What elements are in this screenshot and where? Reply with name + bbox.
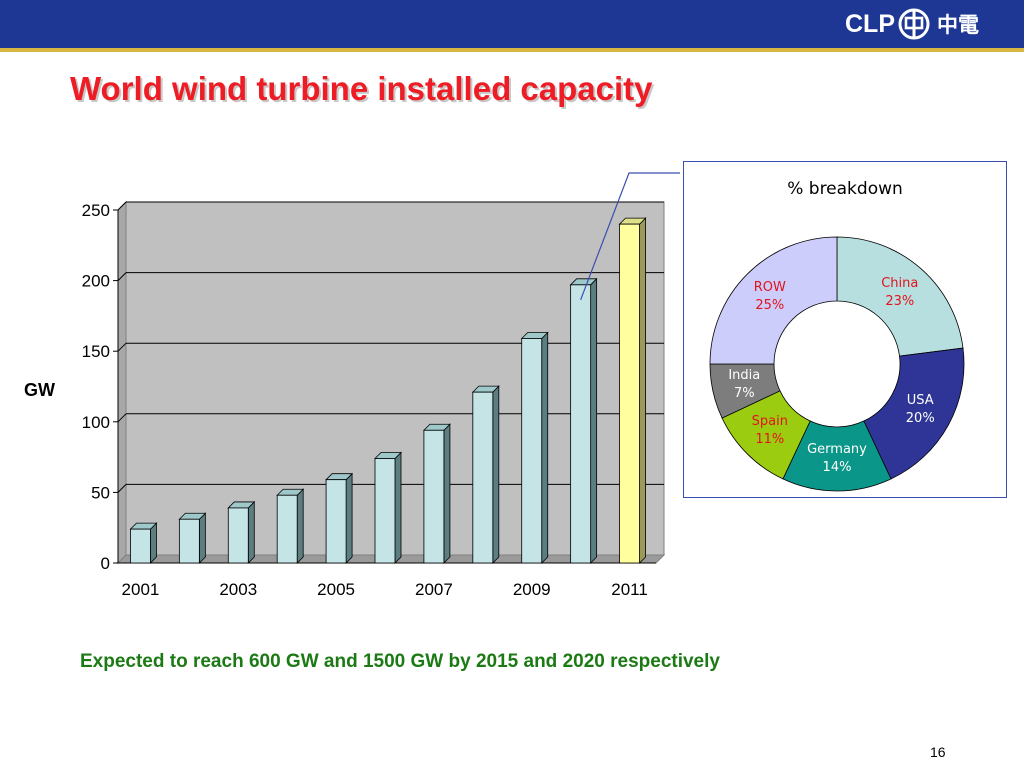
- gridline-side: [117, 201, 127, 211]
- slice-percent: 11%: [755, 432, 785, 448]
- slice-label-spain: Spain 11%: [730, 413, 810, 449]
- pie-chart-panel: % breakdown China 23% USA 20% Germany 14% Spai…: [683, 161, 1007, 498]
- footnote: Expected to reach 600 GW and 1500 GW by …: [80, 651, 720, 672]
- slice-name: USA: [906, 392, 934, 408]
- bar-side: [590, 277, 598, 564]
- bar-2005: [325, 472, 354, 564]
- header-bar: [0, 0, 1024, 48]
- slide-title: World wind turbine installed capacity: [70, 70, 653, 107]
- slice-name: Germany: [807, 442, 867, 457]
- gridline-side: [117, 484, 127, 493]
- slice-name: India: [728, 367, 761, 383]
- slice-china: [836, 236, 964, 357]
- slice-label-row: ROW 25%: [730, 279, 810, 315]
- bar-face: [570, 284, 592, 564]
- bar-face: [374, 458, 396, 564]
- slice-percent: 23%: [885, 293, 915, 309]
- bar-side: [247, 500, 255, 564]
- gridline-side: [117, 272, 127, 281]
- x-tick-label: 2009: [513, 580, 551, 599]
- plot-side-wall: [117, 200, 127, 565]
- bar-face: [325, 479, 347, 564]
- bar-2006: [374, 451, 402, 564]
- bar-side: [541, 331, 549, 564]
- bar-face: [423, 429, 445, 564]
- slice-percent: 7%: [733, 385, 755, 401]
- slice-percent: 20%: [905, 410, 935, 426]
- x-tick-label: 2003: [219, 580, 257, 599]
- gridline-side: [117, 413, 127, 423]
- bar-side: [394, 451, 402, 564]
- bar-2009: [520, 331, 549, 564]
- y-tick-label: 100: [82, 413, 110, 432]
- y-axis-label: GW: [24, 380, 55, 400]
- y-tick-label: 200: [82, 272, 110, 291]
- donut-chart: [709, 236, 965, 492]
- slice-name: Spain: [751, 414, 788, 430]
- slice-row: [709, 236, 838, 365]
- bar-face: [521, 338, 543, 564]
- pie-chart-title: % breakdown: [787, 179, 903, 199]
- logo-text: CLP: [845, 9, 895, 38]
- y-tick-label: 0: [101, 554, 110, 573]
- bar-side: [639, 217, 646, 564]
- slice-label-india: India 7%: [704, 367, 784, 403]
- bar-face: [472, 391, 494, 564]
- callout-connector: [580, 172, 680, 301]
- header-rule: [0, 48, 1024, 52]
- bar-face: [227, 507, 249, 564]
- bar-2007: [422, 423, 451, 564]
- bar-2003: [227, 500, 256, 564]
- slice-percent: 25%: [755, 297, 785, 313]
- logo-chinese-text: 中電: [937, 13, 979, 37]
- x-tick-label: 2011: [611, 580, 648, 599]
- slice-name: China: [881, 275, 919, 291]
- bar-2010: [569, 277, 598, 564]
- bar-side: [150, 522, 157, 564]
- gridline-side: [117, 342, 127, 352]
- slice-usa: [863, 347, 965, 480]
- bar-2004: [276, 488, 305, 564]
- bar-side: [345, 472, 353, 564]
- y-tick-label: 150: [82, 342, 110, 361]
- bar-side: [443, 423, 451, 564]
- slice-name: ROW: [753, 279, 786, 295]
- slice-label-germany: Germany 14%: [797, 441, 877, 477]
- bar-side: [492, 385, 500, 564]
- bar-side: [198, 512, 206, 564]
- bar-face: [276, 494, 298, 564]
- slice-percent: 14%: [822, 460, 852, 475]
- bar-face: [130, 528, 151, 564]
- x-tick-label: 2007: [415, 580, 453, 599]
- bar-2011: [618, 217, 647, 564]
- x-tick-label: 2005: [317, 580, 355, 599]
- clp-logo: CLP 中電: [845, 4, 979, 44]
- bar-2002: [178, 512, 207, 564]
- slice-label-usa: USA 20%: [880, 392, 960, 428]
- x-tick-label: 2001: [122, 580, 160, 599]
- page-number: 16: [930, 744, 946, 760]
- clp-seal-icon: [898, 8, 930, 40]
- bar-chart: 0 50 100 150 200 250 GW 2001 2003 2005 2007 2009 201…: [24, 172, 680, 599]
- bar-face: [619, 223, 640, 564]
- slice-label-china: China 23%: [860, 275, 940, 311]
- bar-side: [296, 488, 304, 564]
- bar-2008: [471, 385, 500, 564]
- bar-face: [178, 518, 200, 564]
- y-tick-label: 250: [82, 201, 110, 220]
- bar-2001: [129, 522, 158, 564]
- y-tick-label: 50: [91, 483, 110, 502]
